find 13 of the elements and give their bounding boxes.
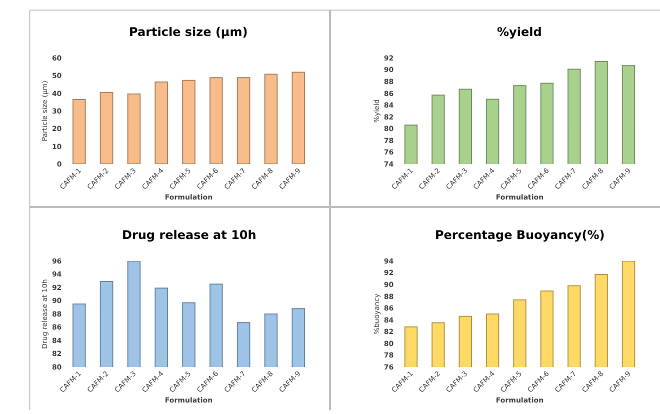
chart-title: Drug release at 10h xyxy=(122,228,256,242)
bar xyxy=(127,94,141,164)
bar xyxy=(210,77,223,164)
bar xyxy=(100,92,114,164)
bar xyxy=(292,72,306,164)
bar xyxy=(264,74,278,164)
chart-title: %yield xyxy=(497,25,542,39)
bar xyxy=(72,99,86,164)
bar xyxy=(236,77,250,164)
chart-title: Percentage Buoyancy(%) xyxy=(435,228,605,242)
bar xyxy=(182,80,196,164)
chart-title: Particle size (µm) xyxy=(129,25,248,39)
bar xyxy=(154,82,168,164)
